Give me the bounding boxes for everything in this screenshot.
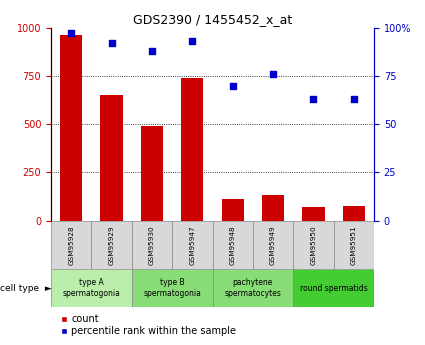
Bar [262,195,284,221]
Bar [51,269,132,307]
Text: GSM95947: GSM95947 [189,225,196,265]
Text: round spermatids: round spermatids [300,284,368,293]
Bar [212,269,293,307]
Point [350,96,357,102]
Text: GSM95948: GSM95948 [230,225,236,265]
Point [189,38,196,44]
Text: cell type  ►: cell type ► [0,284,52,293]
Bar [302,207,325,221]
Bar [60,35,82,221]
Text: GSM95930: GSM95930 [149,225,155,265]
Bar [293,221,334,269]
Bar [334,221,374,269]
Point [149,48,156,53]
Point [230,83,236,88]
Bar [132,221,172,269]
Bar [253,221,293,269]
Bar [132,269,212,307]
Point [310,96,317,102]
Text: type B
spermatogonia: type B spermatogonia [143,278,201,298]
Text: GSM95928: GSM95928 [68,225,74,265]
Point [108,40,115,46]
Text: GSM95950: GSM95950 [310,225,317,265]
Bar [293,269,374,307]
Bar [91,221,132,269]
Bar [212,221,253,269]
Legend: count, percentile rank within the sample: count, percentile rank within the sample [56,310,240,340]
Bar [181,78,204,221]
Point [269,71,276,77]
Bar [172,221,212,269]
Text: GSM95951: GSM95951 [351,225,357,265]
Bar [343,206,365,221]
Text: GSM95929: GSM95929 [108,225,115,265]
Title: GDS2390 / 1455452_x_at: GDS2390 / 1455452_x_at [133,13,292,27]
Point [68,31,75,36]
Text: GSM95949: GSM95949 [270,225,276,265]
Bar [51,221,91,269]
Bar [221,199,244,221]
Text: pachytene
spermatocytes: pachytene spermatocytes [224,278,281,298]
Bar [100,95,123,221]
Bar [141,126,163,221]
Text: type A
spermatogonia: type A spermatogonia [62,278,120,298]
